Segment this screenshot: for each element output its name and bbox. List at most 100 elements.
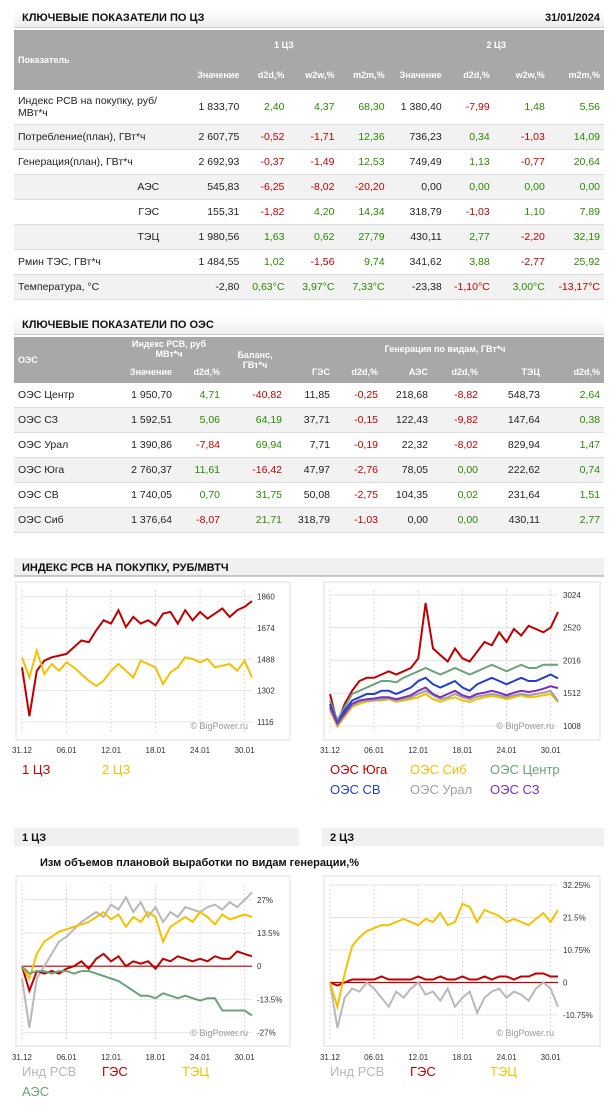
x-tick-label: 31.12 — [320, 1053, 341, 1062]
column-header: w2w,% — [493, 60, 549, 90]
table-cell: 430,11 — [482, 507, 545, 533]
watermark: © BigPower.ru — [496, 1028, 554, 1038]
series-line — [329, 692, 559, 729]
x-tick-label: 31.12 — [12, 746, 33, 755]
series-line — [21, 891, 253, 1028]
table-cell: 9,74 — [338, 249, 389, 275]
y-tick-label: 1116 — [257, 718, 274, 727]
legend-entry: ОЭС Сиб — [410, 762, 467, 777]
section-title: КЛЮЧЕВЫЕ ПОКАЗАТЕЛИ ПО ЦЗ — [22, 12, 205, 24]
x-tick-label: 30.01 — [235, 746, 256, 755]
table-cell: 1,63 — [243, 224, 289, 250]
column-group: Показатель — [14, 30, 180, 90]
table-cell: 7,71 — [286, 432, 335, 458]
table-cell: 829,94 — [482, 432, 545, 458]
table-cell: -9,82 — [432, 407, 483, 433]
table-cell: 3,00°C — [493, 274, 549, 300]
table-row: ТЭЦ 1 980,56 1,63 0,62 27,79 430,11 2,77 -2,20 3… — [14, 224, 604, 250]
table-cell: -2,76 — [334, 457, 383, 483]
table-cell: Рмин ТЭС, ГВт*ч — [14, 249, 180, 275]
table-row: Индекс РСВ на покупку, руб/МВт*ч 1 833,70… — [14, 90, 604, 125]
x-tick-label: 06.01 — [57, 1053, 78, 1062]
table-cell: -23,38 — [388, 274, 446, 300]
column-header: ГЭС — [286, 361, 335, 383]
table-cell: 1,47 — [544, 432, 605, 458]
chart-frame — [15, 875, 291, 1047]
table-row: АЭС 545,83 -6,25 -8,02 -20,20 0,00 0,00 0,00 0,0… — [14, 174, 604, 200]
series-line — [329, 980, 559, 1029]
y-tick-label: 32.25% — [563, 881, 590, 890]
header-row: ОЭС Индекс РСВ, руб МВт*ч Баланс, ГВт*ч Ген… — [14, 337, 605, 383]
table-cell: 14,09 — [548, 124, 604, 150]
table-cell: 1,51 — [544, 482, 605, 508]
table-cell: 1 740,05 — [114, 482, 176, 508]
x-tick-label: 06.01 — [364, 1053, 385, 1062]
y-tick-label: -10.75% — [563, 1011, 593, 1020]
legend-entry: Инд РСВ — [22, 1064, 76, 1079]
x-tick-label: 24.01 — [497, 746, 518, 755]
column-header: АЭС — [382, 361, 433, 383]
table-cell: 12,36 — [338, 124, 389, 150]
y-tick-label: 1674 — [257, 624, 275, 633]
table-cell: АЭС — [14, 174, 180, 200]
series-line — [329, 602, 559, 727]
chart-frame — [323, 581, 601, 741]
column-header: Значение — [388, 60, 446, 90]
table-cell: -2,80 — [179, 274, 244, 300]
series-line — [21, 647, 253, 688]
table-cell: 155,31 — [179, 199, 244, 225]
table-cell: 11,61 — [176, 457, 225, 483]
table-cell: 1 950,70 — [114, 383, 176, 408]
table-cell: -8,82 — [432, 383, 483, 408]
column-group: Баланс, ГВт*ч — [224, 337, 287, 383]
table-cell: 0,74 — [544, 457, 605, 483]
table-cell: -0,37 — [243, 149, 289, 175]
table-cell: 68,30 — [338, 90, 389, 125]
table-cell: 0,00 — [388, 174, 446, 200]
series-line — [329, 663, 558, 723]
column-header: d2d,% — [176, 361, 225, 383]
series-line — [21, 910, 253, 981]
table-row: ОЭС Урал 1 390,86 -7,84 69,94 7,71 -0,19 22,32… — [14, 432, 605, 458]
x-tick-label: 24.01 — [190, 746, 211, 755]
table-cell: 749,49 — [388, 149, 446, 175]
legend-entry: АЭС — [22, 1084, 49, 1099]
table-cell: 2 760,37 — [114, 457, 176, 483]
chart-subtitle: Изм объемов плановой выработки по видам … — [40, 857, 359, 869]
table-cell: 1 980,56 — [179, 224, 244, 250]
column-group: Генерация по видам, ГВт*ч — [286, 337, 605, 361]
table-cell: ОЭС Урал — [14, 432, 114, 458]
column-group: 2 ЦЗ — [388, 30, 604, 60]
legend-entry: ОЭС Юга — [330, 762, 388, 777]
legend-entry: ОЭС СЗ — [490, 782, 540, 797]
column-group: 1 ЦЗ — [179, 30, 389, 60]
table-cell: 2,77 — [445, 224, 494, 250]
y-tick-label: -13.5% — [257, 995, 282, 1004]
table-cell: 0,38 — [544, 407, 605, 433]
x-tick-label: 12.01 — [101, 1053, 122, 1062]
column-group: ОЭС — [14, 337, 114, 383]
table-cell: 0,00 — [548, 174, 604, 200]
table-cell: 1 592,51 — [114, 407, 176, 433]
column-header: d2d,% — [334, 361, 383, 383]
legend-entry: ГЭС — [102, 1064, 128, 1079]
table-cell: 11,85 — [286, 383, 335, 408]
y-tick-label: 13.5% — [257, 929, 280, 938]
x-tick-label: 12.01 — [408, 1053, 429, 1062]
table-cell: -7,99 — [445, 90, 494, 125]
table-cell: 4,71 — [176, 383, 225, 408]
table-cell: ОЭС Центр — [14, 383, 114, 408]
table-cell: 0,63°C — [243, 274, 289, 300]
table-cell: 22,32 — [382, 432, 433, 458]
table-cell: 0,02 — [432, 482, 483, 508]
legend-entry: ОЭС Центр — [490, 762, 560, 777]
y-tick-label: 27% — [257, 896, 273, 905]
table-cell: -1,56 — [288, 249, 339, 275]
series-line — [21, 600, 253, 717]
table-cell: -1,10°C — [445, 274, 494, 300]
table-cell: 1,13 — [445, 149, 494, 175]
table-cell: 69,94 — [224, 432, 287, 458]
table-cell: Индекс РСВ на покупку, руб/МВт*ч — [14, 90, 180, 125]
table-cell: 78,05 — [382, 457, 433, 483]
y-tick-label: 1860 — [257, 593, 275, 602]
